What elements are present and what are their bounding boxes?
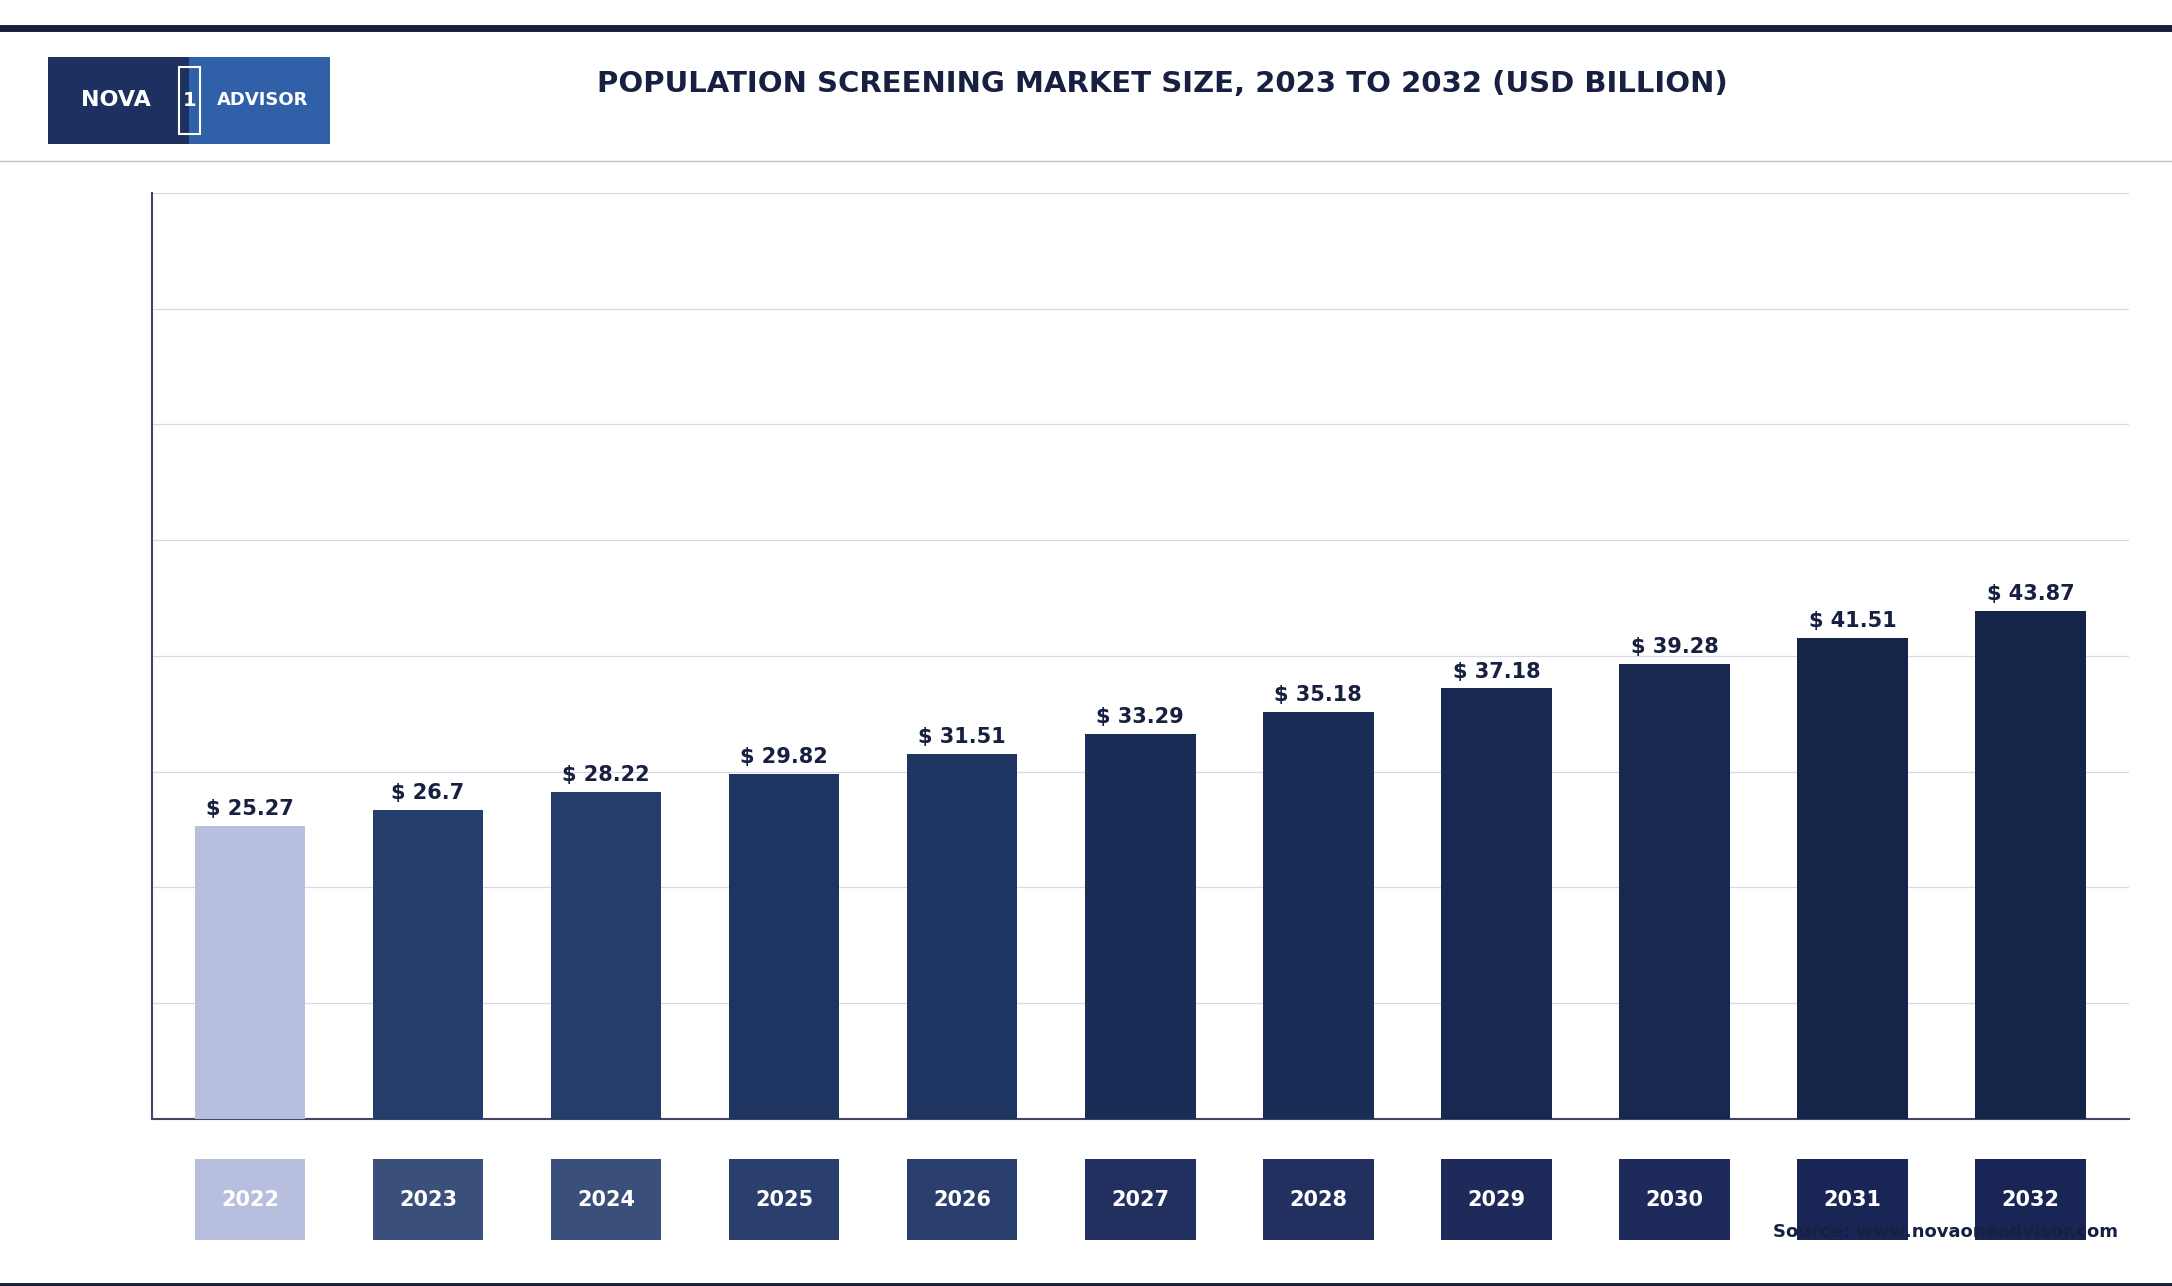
Bar <box>730 774 838 1119</box>
Text: $ 31.51: $ 31.51 <box>919 727 1006 747</box>
Text: $ 39.28: $ 39.28 <box>1631 638 1718 657</box>
Bar <box>195 827 306 1119</box>
Bar <box>1620 664 1729 1119</box>
Bar <box>178 67 200 134</box>
Text: 2031: 2031 <box>1824 1190 1881 1210</box>
Text: 2028: 2028 <box>1290 1190 1347 1210</box>
Text: 2023: 2023 <box>400 1190 456 1210</box>
Text: $ 33.29: $ 33.29 <box>1097 706 1184 727</box>
Bar <box>1798 638 1907 1119</box>
FancyBboxPatch shape <box>1974 1160 2085 1240</box>
Text: 2032: 2032 <box>2003 1190 2059 1210</box>
Bar <box>1264 711 1373 1119</box>
Text: $ 43.87: $ 43.87 <box>1987 584 2074 604</box>
Text: 2027: 2027 <box>1112 1190 1169 1210</box>
Text: 2030: 2030 <box>1646 1190 1703 1210</box>
Bar <box>552 792 660 1119</box>
Text: 2022: 2022 <box>222 1190 278 1210</box>
Text: Source: www.novaoneadvisor.com: Source: www.novaoneadvisor.com <box>1772 1223 2118 1241</box>
Text: 2026: 2026 <box>934 1190 990 1210</box>
Text: NOVA: NOVA <box>80 90 150 111</box>
Text: $ 28.22: $ 28.22 <box>563 765 649 786</box>
FancyBboxPatch shape <box>1798 1160 1907 1240</box>
Text: POPULATION SCREENING MARKET SIZE, 2023 TO 2032 (USD BILLION): POPULATION SCREENING MARKET SIZE, 2023 T… <box>597 69 1727 98</box>
FancyBboxPatch shape <box>552 1160 660 1240</box>
FancyBboxPatch shape <box>195 1160 306 1240</box>
Bar <box>1442 688 1551 1119</box>
FancyBboxPatch shape <box>1442 1160 1551 1240</box>
FancyBboxPatch shape <box>1264 1160 1373 1240</box>
Text: 2025: 2025 <box>756 1190 812 1210</box>
FancyBboxPatch shape <box>1620 1160 1729 1240</box>
Text: $ 35.18: $ 35.18 <box>1275 684 1362 705</box>
FancyBboxPatch shape <box>730 1160 838 1240</box>
Text: 1: 1 <box>182 91 195 109</box>
Bar <box>189 57 330 144</box>
Text: $ 29.82: $ 29.82 <box>741 747 828 766</box>
Bar <box>1086 733 1195 1119</box>
Bar <box>374 810 482 1119</box>
Text: 2029: 2029 <box>1468 1190 1525 1210</box>
Text: $ 37.18: $ 37.18 <box>1453 661 1540 682</box>
FancyBboxPatch shape <box>374 1160 482 1240</box>
Text: 2024: 2024 <box>578 1190 634 1210</box>
Text: ADVISOR: ADVISOR <box>217 91 308 109</box>
Text: $ 26.7: $ 26.7 <box>391 783 465 802</box>
Bar <box>1974 611 2085 1119</box>
Text: $ 25.27: $ 25.27 <box>206 800 293 819</box>
Bar <box>908 754 1016 1119</box>
Text: $ 41.51: $ 41.51 <box>1809 611 1896 631</box>
FancyBboxPatch shape <box>908 1160 1016 1240</box>
FancyBboxPatch shape <box>1086 1160 1195 1240</box>
